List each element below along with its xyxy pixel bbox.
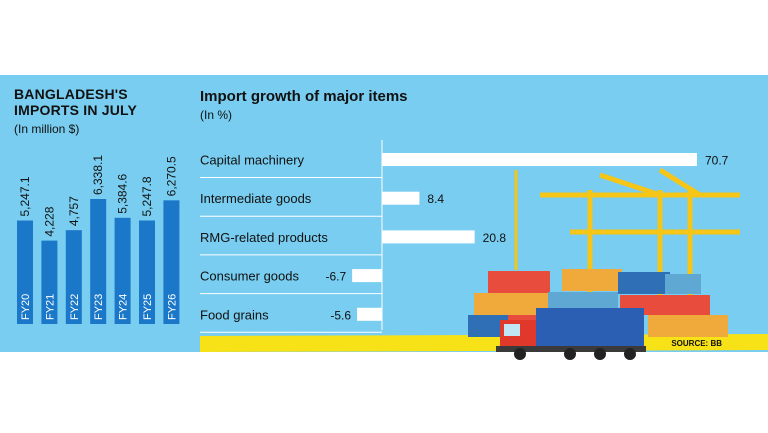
growth-bar-chart: Capital machinery 70.7 Intermediate goods 8… (200, 140, 729, 333)
growth-value-label: 70.7 (705, 154, 729, 168)
import-value-label: 4,228 (42, 206, 56, 236)
import-bar (65, 230, 82, 324)
growth-bar (382, 191, 420, 205)
item-label: Capital machinery (200, 153, 305, 168)
import-bar (114, 217, 131, 324)
fy-label: FY20 (20, 294, 32, 320)
fy-label: FY21 (44, 294, 56, 320)
fy-label: FY23 (93, 294, 105, 320)
import-bar (90, 199, 107, 324)
growth-value-label: 8.4 (427, 192, 444, 206)
import-value-label: 5,384.6 (116, 173, 130, 213)
import-bar (41, 240, 58, 324)
growth-bar (352, 269, 382, 283)
growth-bar (382, 153, 697, 166)
fy-label: FY25 (142, 294, 154, 320)
growth-chart-title: Import growth of major items (200, 88, 408, 105)
source-label: SOURCE: BB (671, 339, 722, 348)
item-label: Food grains (200, 307, 269, 322)
item-label: RMG-related products (200, 230, 328, 245)
fy-label: FY26 (166, 294, 178, 320)
import-value-label: 6,338.1 (91, 155, 105, 195)
imports-bar-chart: FY20 5,247.1 FY21 4,228 FY22 4,757 FY23 6,338.1… (17, 155, 180, 324)
import-value-label: 4,757 (67, 196, 81, 226)
fy-label: FY24 (118, 294, 130, 320)
growth-chart-unit: (In %) (200, 108, 233, 122)
import-bar (17, 220, 33, 324)
import-value-label: 5,247.8 (140, 176, 154, 216)
truck-icon (496, 308, 646, 360)
item-label: Consumer goods (200, 269, 299, 284)
fy-label: FY22 (69, 294, 81, 320)
import-value-label: 6,270.5 (164, 156, 178, 196)
growth-bar (357, 307, 382, 321)
import-bar (163, 200, 180, 324)
import-bar (139, 220, 155, 324)
growth-value-label: 20.8 (483, 231, 507, 245)
imports-chart-title: BANGLADESH'S IMPORTS IN JULY (14, 86, 138, 118)
imports-chart-unit: (In million $) (14, 122, 80, 136)
growth-bar (382, 230, 475, 244)
growth-value-label: -6.7 (325, 270, 346, 284)
growth-value-label: -5.6 (330, 308, 351, 322)
item-label: Intermediate goods (200, 191, 312, 206)
import-value-label: 5,247.1 (18, 176, 32, 216)
